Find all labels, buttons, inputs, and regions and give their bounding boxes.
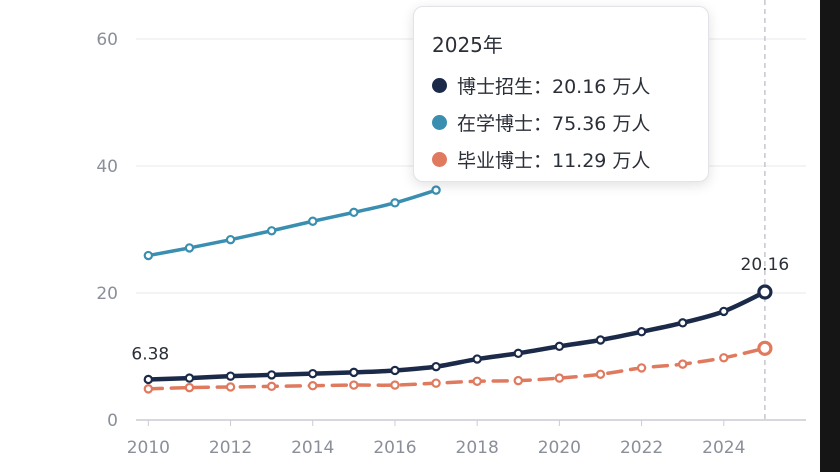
y-tick-label-0: 0 [107,411,118,431]
data-point-enrollment-2013 [266,370,277,380]
data-point-enrollment-2021 [595,335,606,345]
tooltip-enrollment-text: 博士招生：20.16 万人 [457,76,651,98]
data-point-graduates-2013 [266,381,277,392]
data-point-enrollment-2020 [554,341,565,352]
data-point-enrolled-2010 [143,250,154,261]
data-point-graduates-2016 [390,380,400,390]
enrollment-legend-dot [432,78,447,93]
data-point-graduates-2015 [349,380,359,390]
tooltip-row-enrolled: 在学博士：75.36 万人 [432,104,690,141]
x-tick-label-2014: 2014 [291,438,334,458]
series-line-graduates [146,346,767,391]
data-point-graduates-2024 [719,353,729,363]
data-point-graduates-2021 [595,369,606,379]
x-tick-label-2022: 2022 [620,438,663,458]
data-point-enrollment-2022 [636,327,647,337]
x-tick-label-2016: 2016 [373,438,416,458]
y-tick-label-20: 20 [96,284,118,304]
axes: 0 20 40 60 2010 2012 2014 2016 2018 2020 2022 2024 [96,30,745,458]
data-point-enrolled-2013 [266,226,277,236]
screen-edge [820,0,840,472]
data-point-enrolled-2017 [431,185,441,195]
data-point-graduates-2023 [677,359,688,369]
data-point-graduates-2025 [757,340,773,356]
data-point-graduates-2018 [472,376,482,386]
data-point-graduates-2019 [513,375,523,386]
data-point-enrollment-2023 [677,318,688,328]
series-lines [143,185,773,394]
data-point-enrollment-2015 [349,367,359,378]
data-labels: 6.38 20.16 [131,255,789,365]
data-point-graduates-2011 [184,382,195,393]
data-point-enrolled-2012 [225,234,236,245]
data-point-enrolled-2015 [349,207,359,218]
tooltip-graduates-text: 毕业博士：11.29 万人 [457,150,651,172]
x-tick-label-2010: 2010 [127,438,170,458]
x-tick-label-2018: 2018 [456,438,499,458]
data-point-enrolled-2014 [308,216,318,226]
data-point-enrollment-2012 [225,371,236,381]
tooltip-row-graduates: 毕业博士：11.29 万人 [432,141,690,178]
data-point-graduates-2014 [308,381,318,391]
x-tick-label-2024: 2024 [702,438,745,458]
tooltip-enrolled-text: 在学博士：75.36 万人 [457,113,651,135]
data-point-graduates-2017 [431,378,441,388]
data-point-enrollment-2011 [184,373,195,383]
y-tick-label-60: 60 [96,30,118,50]
data-label-last: 20.16 [741,255,790,275]
data-label-first: 6.38 [131,344,169,364]
x-tick-label-2020: 2020 [538,438,581,458]
data-point-enrollment-2016 [390,365,400,376]
series-line-enrollment [146,289,768,382]
data-point-enrollment-2014 [308,368,318,379]
hover-tooltip: 2025年 博士招生：20.16 万人 在学博士：75.36 万人 毕业博士：1… [413,6,709,182]
data-point-enrollment-2017 [431,361,441,372]
data-point-enrolled-2016 [390,198,400,208]
y-tick-label-40: 40 [96,157,118,177]
graduates-legend-dot [432,152,447,167]
tooltip-row-enrollment: 博士招生：20.16 万人 [432,67,690,104]
data-point-enrollment-2024 [719,306,729,317]
data-point-enrollment-2018 [472,354,482,364]
enrolled-legend-dot [432,115,447,130]
data-point-graduates-2022 [636,363,647,373]
data-point-enrolled-2011 [184,243,195,253]
data-point-enrollment-2019 [513,348,523,359]
data-point-enrollment-2010 [143,374,154,385]
x-tick-label-2012: 2012 [209,438,252,458]
data-point-graduates-2010 [143,384,154,394]
data-point-graduates-2020 [554,373,565,383]
data-point-enrollment-2025 [757,284,773,300]
tooltip-title: 2025年 [432,33,503,57]
data-point-graduates-2012 [225,382,236,392]
